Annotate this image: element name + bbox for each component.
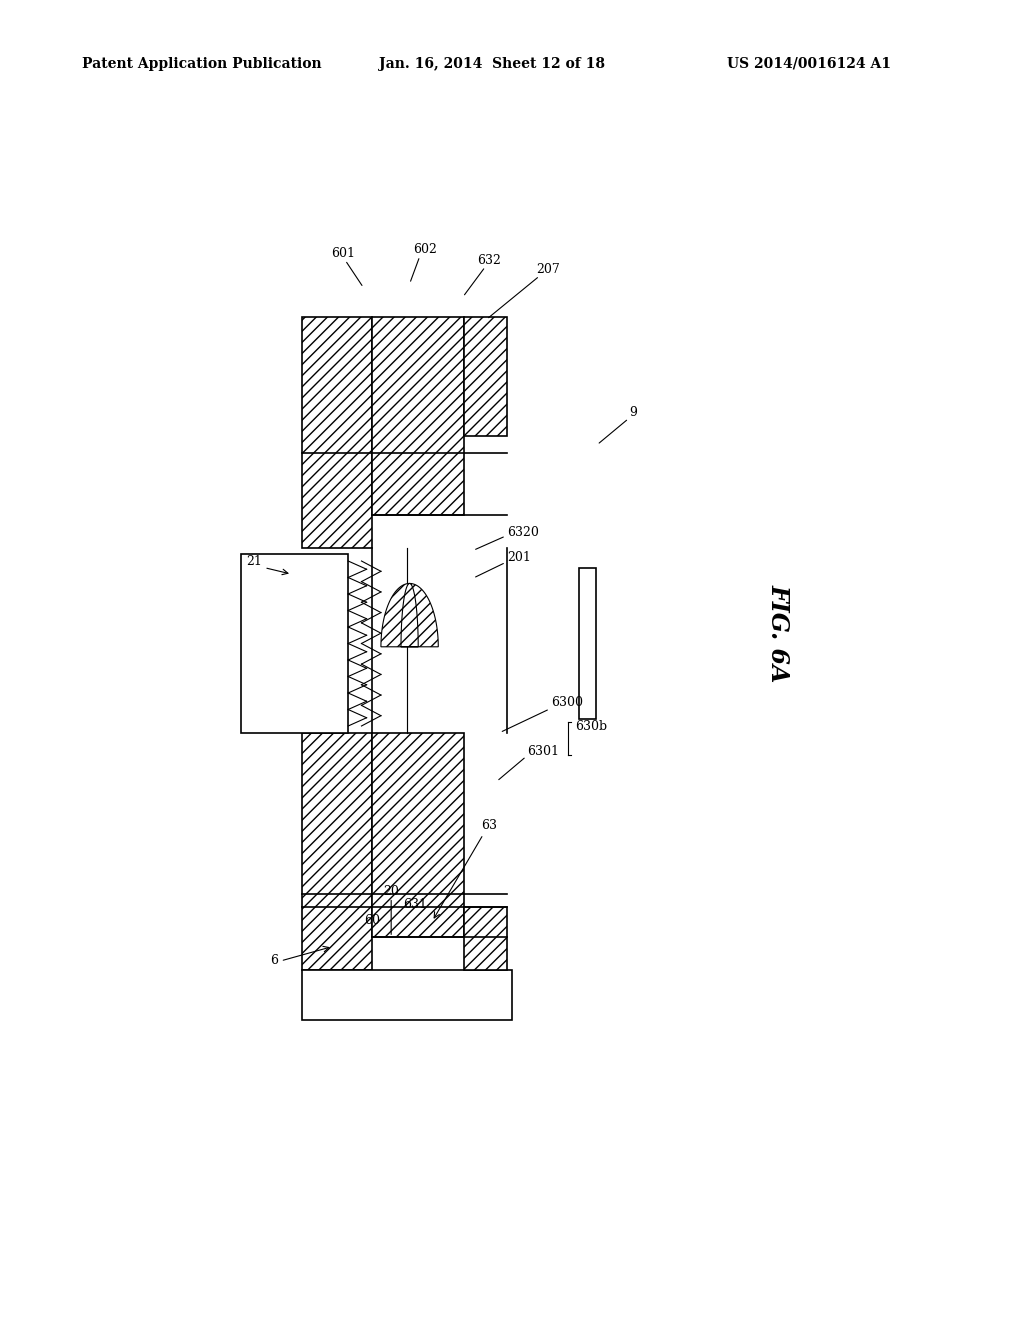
- Bar: [302, 733, 372, 970]
- Bar: [372, 317, 464, 515]
- Text: 632: 632: [477, 253, 502, 267]
- Bar: [464, 317, 507, 436]
- Text: 20: 20: [383, 884, 399, 898]
- Bar: [464, 907, 507, 970]
- Text: 207: 207: [536, 263, 560, 276]
- Bar: [241, 554, 348, 733]
- Text: Jan. 16, 2014  Sheet 12 of 18: Jan. 16, 2014 Sheet 12 of 18: [379, 57, 605, 71]
- Bar: [302, 317, 372, 548]
- Text: 9: 9: [629, 405, 637, 418]
- Bar: [372, 733, 464, 937]
- Text: FIG. 6A: FIG. 6A: [766, 585, 791, 682]
- Text: 6320: 6320: [507, 525, 539, 539]
- Text: 6301: 6301: [527, 744, 559, 758]
- Text: 6: 6: [270, 953, 279, 966]
- Text: 601: 601: [331, 247, 355, 260]
- Text: 21: 21: [246, 554, 262, 568]
- Text: 630b: 630b: [575, 719, 607, 733]
- Text: 63: 63: [481, 818, 498, 832]
- Bar: [579, 568, 596, 719]
- Text: US 2014/0016124 A1: US 2014/0016124 A1: [727, 57, 891, 71]
- Text: Patent Application Publication: Patent Application Publication: [82, 57, 322, 71]
- Text: 60: 60: [364, 913, 380, 927]
- Polygon shape: [381, 583, 438, 647]
- Bar: [302, 970, 512, 1020]
- Text: 602: 602: [413, 243, 437, 256]
- Text: 6300: 6300: [551, 696, 583, 709]
- Text: 201: 201: [507, 550, 530, 564]
- Text: 631: 631: [402, 898, 427, 911]
